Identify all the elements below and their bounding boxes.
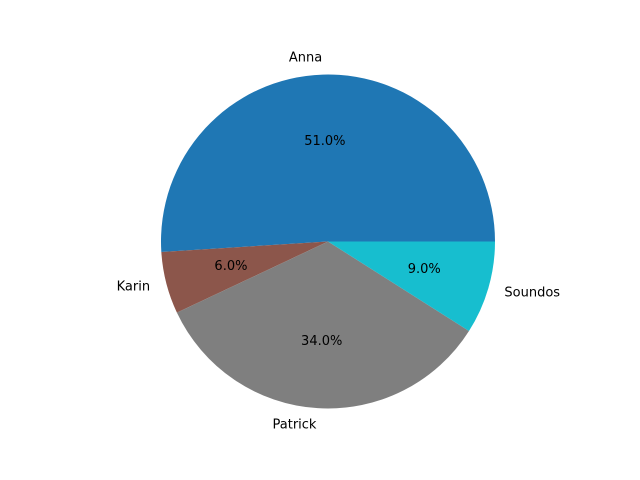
slice-percent-karin: 6.0% (214, 259, 247, 274)
slice-percent-anna: 51.0% (304, 134, 345, 149)
pie-labels: Anna 51.0% Karin 6.0% Patrick 34.0% Soundos 9.0… (117, 50, 561, 432)
slice-label-soundos: Soundos (504, 285, 560, 300)
slice-percent-soundos: 9.0% (408, 262, 441, 277)
pie-slice-soundos (328, 241, 495, 331)
pie-slice-patrick (176, 241, 470, 409)
slice-percent-patrick: 34.0% (301, 334, 342, 349)
pie-slice-anna (161, 74, 496, 252)
slice-label-patrick: Patrick (273, 417, 317, 432)
slice-label-anna: Anna (289, 50, 322, 65)
pie-slices (161, 74, 496, 409)
pie-slice-karin (161, 241, 328, 313)
slice-label-karin: Karin (117, 280, 150, 295)
